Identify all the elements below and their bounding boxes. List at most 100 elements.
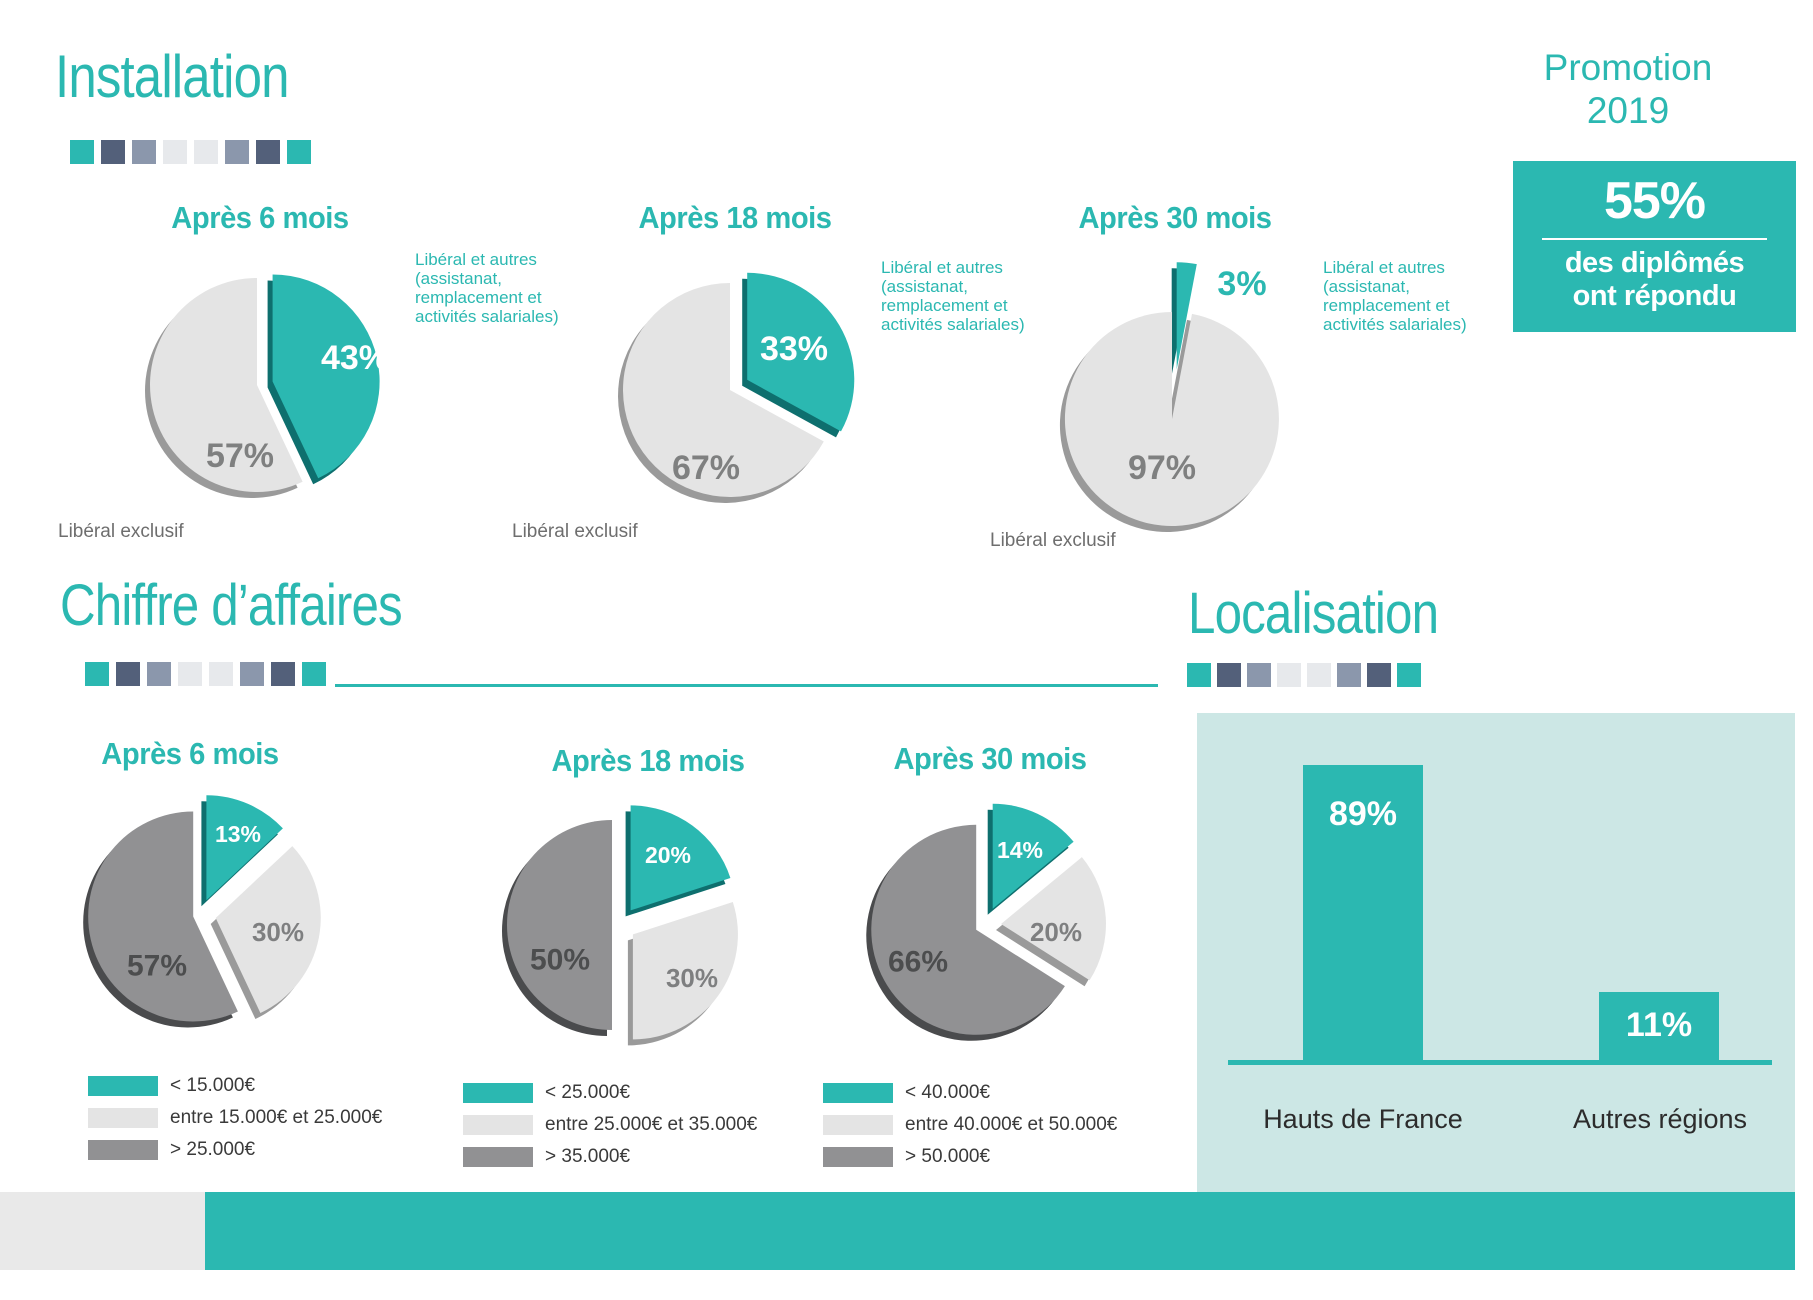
divider-square	[147, 662, 171, 686]
divider-square	[1307, 663, 1331, 687]
svg-text:30%: 30%	[252, 917, 304, 947]
svg-text:43%: 43%	[321, 339, 389, 377]
legend-label: < 15.000€	[170, 1075, 256, 1096]
legend-swatch-gray	[823, 1147, 893, 1167]
divider-squares-localisation	[1187, 663, 1427, 687]
divider-square	[101, 140, 125, 164]
pie-title-ca-6mois: Après 6 mois	[101, 736, 279, 771]
legend-label: < 25.000€	[545, 1082, 631, 1103]
note-liberal-autres-1: Libéral et autres (assistanat, remplacem…	[415, 250, 559, 326]
divider-squares-chiffre	[85, 662, 326, 686]
bar-Hauts de France: 89%	[1303, 765, 1423, 1060]
divider-square	[116, 662, 140, 686]
label-liberal-exclusif-1: Libéral exclusif	[58, 521, 184, 542]
promotion-title: Promotion 2019	[1488, 46, 1768, 132]
divider-square	[1367, 663, 1391, 687]
footer-band-teal	[205, 1192, 1795, 1270]
section-title-installation: Installation	[55, 43, 289, 110]
label-liberal-exclusif-2: Libéral exclusif	[512, 521, 638, 542]
legend-label: entre 15.000€ et 25.000€	[170, 1107, 383, 1128]
legend-label: > 25.000€	[170, 1139, 256, 1160]
response-caption-line1: des diplômés	[1564, 247, 1745, 279]
legend-row: < 40.000€	[823, 1082, 1117, 1103]
legend-swatch-light	[463, 1115, 533, 1135]
divider-square	[70, 140, 94, 164]
divider-squares-installation	[70, 140, 311, 164]
pie-title-installation-6mois: Après 6 mois	[171, 200, 349, 235]
legend-label: > 35.000€	[545, 1146, 631, 1167]
svg-text:13%: 13%	[215, 821, 261, 847]
legend-row: > 25.000€	[88, 1139, 382, 1160]
legend-swatch-teal	[88, 1076, 158, 1096]
bar-chart-axis	[1228, 1060, 1772, 1065]
promotion-year: 2019	[1586, 90, 1670, 131]
divider-square	[240, 662, 264, 686]
label-liberal-exclusif-3: Libéral exclusif	[990, 530, 1116, 551]
bar-value-label: 89%	[1328, 795, 1398, 833]
card-divider-line	[1542, 238, 1767, 240]
legend-ca-30mois: < 40.000€ entre 40.000€ et 50.000€ > 50.…	[823, 1082, 1118, 1179]
promotion-label: Promotion	[1543, 47, 1713, 88]
svg-text:14%: 14%	[997, 837, 1043, 863]
divider-square	[1277, 663, 1301, 687]
pie-chart-ca-6mois: 13% 30% 57%	[83, 795, 321, 1028]
divider-square	[1397, 663, 1421, 687]
legend-swatch-light	[823, 1115, 893, 1135]
legend-row: entre 15.000€ et 25.000€	[88, 1107, 383, 1128]
legend-label: entre 40.000€ et 50.000€	[905, 1114, 1118, 1135]
pie-title-ca-18mois: Après 18 mois	[551, 743, 745, 778]
legend-ca-6mois: < 15.000€ entre 15.000€ et 25.000€ > 25.…	[88, 1075, 383, 1172]
note-liberal-autres-3: Libéral et autres (assistanat, remplacem…	[1323, 258, 1467, 334]
divider-square	[1187, 663, 1211, 687]
legend-row: entre 40.000€ et 50.000€	[823, 1114, 1118, 1135]
divider-square	[178, 662, 202, 686]
localisation-panel	[1197, 713, 1795, 1192]
svg-text:66%: 66%	[888, 946, 948, 979]
svg-text:97%: 97%	[1128, 449, 1196, 487]
footer-band-gray	[0, 1192, 205, 1270]
legend-swatch-teal	[463, 1083, 533, 1103]
divider-square	[1247, 663, 1271, 687]
response-rate-card: 55% des diplômés ont répondu	[1513, 161, 1796, 332]
svg-text:57%: 57%	[127, 950, 187, 983]
svg-text:20%: 20%	[1030, 917, 1082, 947]
pie-title-installation-18mois: Après 18 mois	[638, 200, 832, 235]
divider-square	[85, 662, 109, 686]
response-rate-value: 55%	[1603, 172, 1706, 230]
legend-swatch-gray	[88, 1140, 158, 1160]
svg-text:30%: 30%	[666, 963, 718, 993]
legend-row: > 35.000€	[463, 1146, 757, 1167]
legend-row: < 25.000€	[463, 1082, 757, 1103]
svg-text:20%: 20%	[645, 842, 691, 868]
legend-swatch-light	[88, 1108, 158, 1128]
legend-row: < 15.000€	[88, 1075, 382, 1096]
response-caption-line2: ont répondu	[1572, 280, 1737, 312]
legend-row: > 50.000€	[823, 1146, 1117, 1167]
divider-square	[1217, 663, 1241, 687]
bar-value-label: 11%	[1625, 1006, 1693, 1044]
divider-square	[194, 140, 218, 164]
legend-label: entre 25.000€ et 35.000€	[545, 1114, 758, 1135]
bar-label-autres-regions: Autres régions	[1572, 1104, 1748, 1134]
legend-swatch-teal	[823, 1083, 893, 1103]
svg-text:50%: 50%	[530, 944, 590, 977]
svg-text:67%: 67%	[672, 449, 740, 487]
pie-chart-ca-18mois: 20% 30% 50%	[502, 805, 738, 1046]
divider-square	[1337, 663, 1361, 687]
divider-square	[225, 140, 249, 164]
pie-title-ca-30mois: Après 30 mois	[893, 741, 1087, 776]
legend-ca-18mois: < 25.000€ entre 25.000€ et 35.000€ > 35.…	[463, 1082, 758, 1179]
svg-text:3%: 3%	[1217, 265, 1266, 303]
legend-row: entre 25.000€ et 35.000€	[463, 1114, 758, 1135]
legend-swatch-gray	[463, 1147, 533, 1167]
divider-square	[132, 140, 156, 164]
svg-text:57%: 57%	[206, 437, 274, 475]
divider-square	[302, 662, 326, 686]
note-liberal-autres-2: Libéral et autres (assistanat, remplacem…	[881, 258, 1025, 334]
bar-label-hauts-de-france: Hauts de France	[1263, 1104, 1463, 1134]
svg-text:33%: 33%	[760, 330, 828, 368]
pie-chart-ca-30mois: 14% 20% 66%	[866, 803, 1106, 1041]
divider-square	[271, 662, 295, 686]
bar-Autres régions: 11%	[1599, 992, 1719, 1060]
divider-square	[287, 140, 311, 164]
